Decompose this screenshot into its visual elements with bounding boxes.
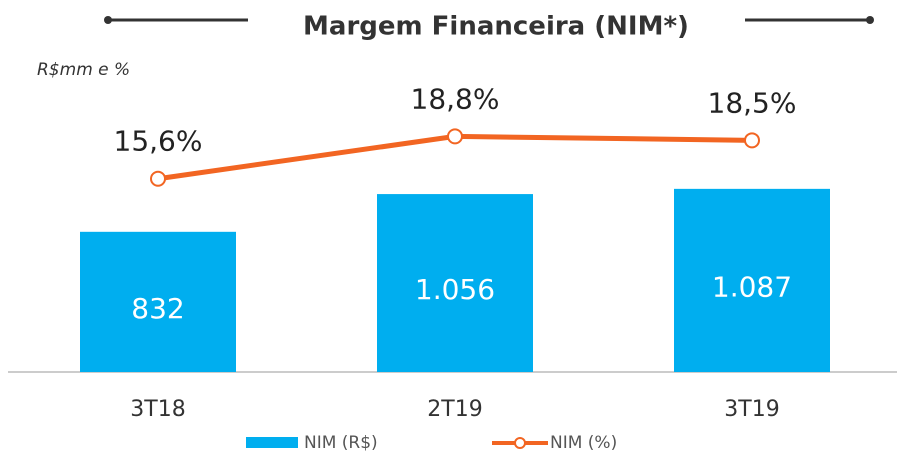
chart-title: Margem Financeira (NIM*) (303, 12, 689, 42)
bar (80, 231, 236, 372)
line-value-label: 18,8% (411, 82, 500, 115)
line-value-label: 18,5% (708, 86, 797, 119)
title-decoration (104, 16, 874, 24)
bar-value-label: 832 (131, 292, 184, 325)
bar (674, 188, 830, 372)
line-marker (744, 132, 760, 149)
x-tick-label: 3T19 (724, 397, 779, 422)
line-marker (447, 128, 463, 145)
legend-label: NIM (R$) (304, 433, 378, 453)
legend-swatch (246, 437, 298, 448)
line-value-label: 15,6% (114, 125, 203, 158)
subtitle: R$mm e % (37, 60, 130, 80)
x-tick-label: 2T19 (427, 397, 482, 422)
legend-swatch (514, 437, 526, 449)
x-tick-label: 3T18 (130, 397, 185, 422)
bar (377, 194, 533, 372)
legend-label: NIM (%) (550, 433, 617, 453)
line-marker (150, 170, 166, 187)
bar-value-label: 1.056 (415, 273, 495, 306)
bar-value-label: 1.087 (712, 270, 792, 303)
